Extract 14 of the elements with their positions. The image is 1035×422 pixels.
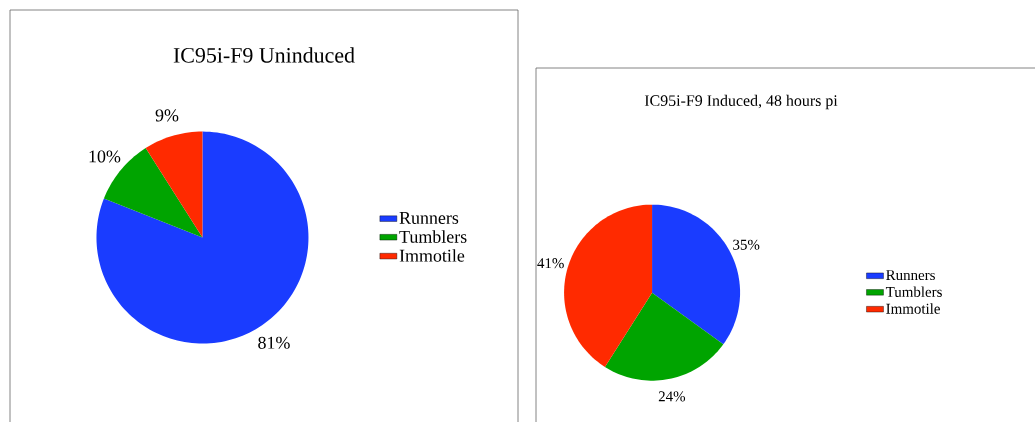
legend-label: Immotile (886, 303, 940, 314)
legend-label: Immotile (399, 249, 465, 262)
data-label: 24% (658, 391, 686, 402)
data-label: 35% (733, 239, 760, 250)
data-label: 10% (89, 150, 121, 163)
legend-label: Runners (399, 212, 459, 224)
legend-label: Runners (886, 270, 935, 281)
legend-label: Tumblers (399, 230, 467, 243)
chart-title: IC95i-F9 Uninduced (173, 47, 355, 63)
chart-title: IC95i-F9 Induced, 48 hours pi (644, 94, 838, 110)
data-label: 9% (155, 109, 179, 122)
data-label: 81% (258, 336, 290, 349)
data-label: 41% (537, 258, 564, 269)
legend-label: Tumblers (885, 286, 942, 297)
